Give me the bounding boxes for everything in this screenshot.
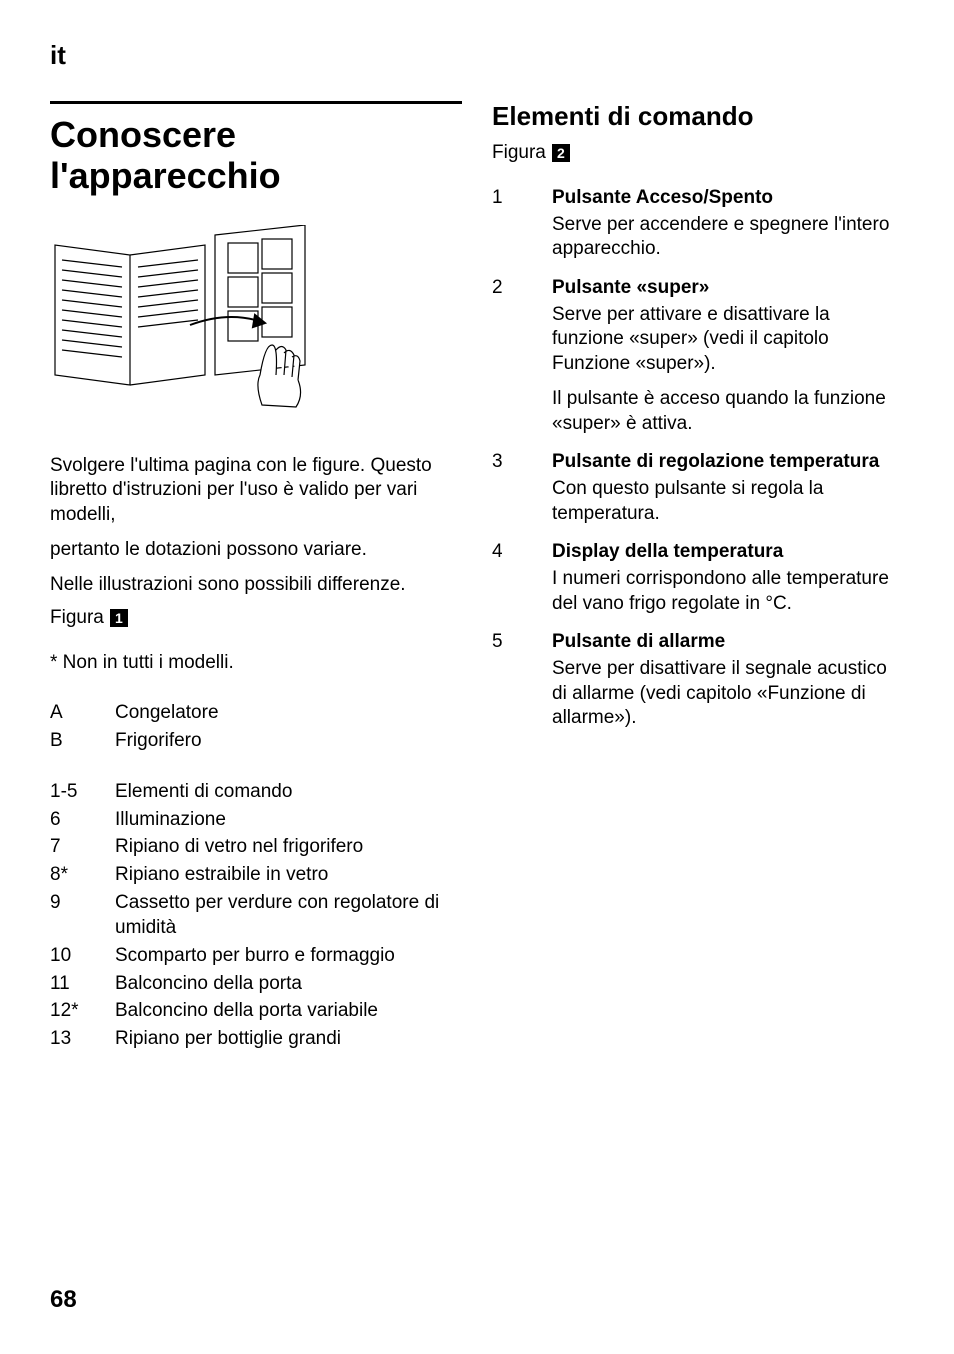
list-value: Scomparto per burro e formaggio [115, 943, 462, 969]
list-value: Frigorifero [115, 728, 462, 754]
control-title: Pulsante di regolazione temperatura [552, 450, 904, 475]
list-value: Ripiano estraibile in vetro [115, 862, 462, 888]
list-item: A Congelatore [50, 700, 462, 726]
right-column: Elementi di comando Figura 2 1 Pulsante … [492, 101, 904, 1054]
list-item: 6Illuminazione [50, 807, 462, 833]
control-description: Serve per accendere e spegnere l'intero … [552, 213, 904, 262]
page-number: 68 [50, 1286, 77, 1314]
list-item: 8*Ripiano estraibile in vetro [50, 862, 462, 888]
control-number: 3 [492, 450, 552, 475]
figure-number-badge: 1 [110, 609, 128, 627]
list-item: 7Ripiano di vetro nel frigorifero [50, 834, 462, 860]
figure-label: Figura [50, 607, 104, 629]
list-key: 8* [50, 862, 115, 888]
list-item: 9Cassetto per verdure con regolatore di … [50, 890, 462, 941]
figure-label: Figura [492, 142, 546, 164]
control-title: Pulsante di allarme [552, 630, 904, 655]
section-title: Conoscere l'apparecchio [50, 114, 462, 197]
control-number: 4 [492, 540, 552, 565]
intro-paragraph-1: Svolgere l'ultima pagina con le figure. … [50, 454, 462, 528]
control-title: Display della temperatura [552, 540, 904, 565]
control-desc-text: Serve per accendere e spegnere l'intero … [552, 213, 904, 262]
control-item: 3 Pulsante di regolazione temperatura Co… [492, 450, 904, 526]
list-key: 9 [50, 890, 115, 941]
control-item: 5 Pulsante di allarme Serve per disattiv… [492, 630, 904, 731]
controls-list: 1 Pulsante Acceso/Spento Serve per accen… [492, 186, 904, 731]
list-key: 7 [50, 834, 115, 860]
list-value: Congelatore [115, 700, 462, 726]
list-item: 11Balconcino della porta [50, 971, 462, 997]
control-desc-text: Serve per attivare e disattivare la funz… [552, 303, 904, 377]
control-title: Pulsante Acceso/Spento [552, 186, 904, 211]
figure-reference-1: Figura 1 [50, 607, 462, 629]
control-number: 2 [492, 276, 552, 301]
control-desc-text: Con questo pulsante si regola la tempera… [552, 477, 904, 526]
list-item: B Frigorifero [50, 728, 462, 754]
list-key: 11 [50, 971, 115, 997]
list-value: Illuminazione [115, 807, 462, 833]
compartment-list: A Congelatore B Frigorifero [50, 700, 462, 753]
control-description: I numeri corrispondono alle temperature … [552, 567, 904, 616]
list-value: Cassetto per verdure con regolatore di u… [115, 890, 462, 941]
list-key: B [50, 728, 115, 754]
list-item: 12*Balconcino della porta variabile [50, 998, 462, 1024]
control-description: Con questo pulsante si regola la tempera… [552, 477, 904, 526]
controls-heading: Elementi di comando [492, 101, 904, 132]
control-title: Pulsante «super» [552, 276, 904, 301]
control-item: 1 Pulsante Acceso/Spento Serve per accen… [492, 186, 904, 262]
list-key: 12* [50, 998, 115, 1024]
list-key: 6 [50, 807, 115, 833]
list-key: 1-5 [50, 779, 115, 805]
control-description: Serve per disattivare il segnale acustic… [552, 657, 904, 731]
list-value: Balconcino della porta [115, 971, 462, 997]
control-description: Serve per attivare e disattivare la funz… [552, 303, 904, 436]
control-desc-text: I numeri corrispondono alle temperature … [552, 567, 904, 616]
intro-paragraph-3: Nelle illustrazioni sono possibili diffe… [50, 573, 462, 598]
control-number: 5 [492, 630, 552, 655]
left-column: Conoscere l'apparecchio [50, 101, 462, 1054]
list-key: A [50, 700, 115, 726]
footnote: * Non in tutti i modelli. [50, 651, 462, 676]
section-rule [50, 101, 462, 104]
list-value: Ripiano per bottiglie grandi [115, 1026, 462, 1052]
control-desc-text: Il pulsante è acceso quando la funzione … [552, 387, 904, 436]
intro-paragraph-2: pertanto le dotazioni possono variare. [50, 538, 462, 563]
list-item: 13Ripiano per bottiglie grandi [50, 1026, 462, 1052]
figure-reference-2: Figura 2 [492, 142, 904, 164]
control-item: 4 Display della temperatura I numeri cor… [492, 540, 904, 616]
list-value: Ripiano di vetro nel frigorifero [115, 834, 462, 860]
list-value: Balconcino della porta variabile [115, 998, 462, 1024]
list-item: 1-5Elementi di comando [50, 779, 462, 805]
page: it Conoscere l'apparecchio [0, 0, 954, 1354]
list-key: 10 [50, 943, 115, 969]
control-desc-text: Serve per disattivare il segnale acustic… [552, 657, 904, 731]
two-column-layout: Conoscere l'apparecchio [50, 101, 904, 1054]
manual-book-illustration [50, 225, 462, 430]
list-value: Elementi di comando [115, 779, 462, 805]
control-number: 1 [492, 186, 552, 211]
parts-list: 1-5Elementi di comando 6Illuminazione 7R… [50, 779, 462, 1051]
control-item: 2 Pulsante «super» Serve per attivare e … [492, 276, 904, 436]
figure-number-badge: 2 [552, 144, 570, 162]
list-key: 13 [50, 1026, 115, 1052]
language-tag: it [50, 40, 904, 71]
list-item: 10Scomparto per burro e formaggio [50, 943, 462, 969]
